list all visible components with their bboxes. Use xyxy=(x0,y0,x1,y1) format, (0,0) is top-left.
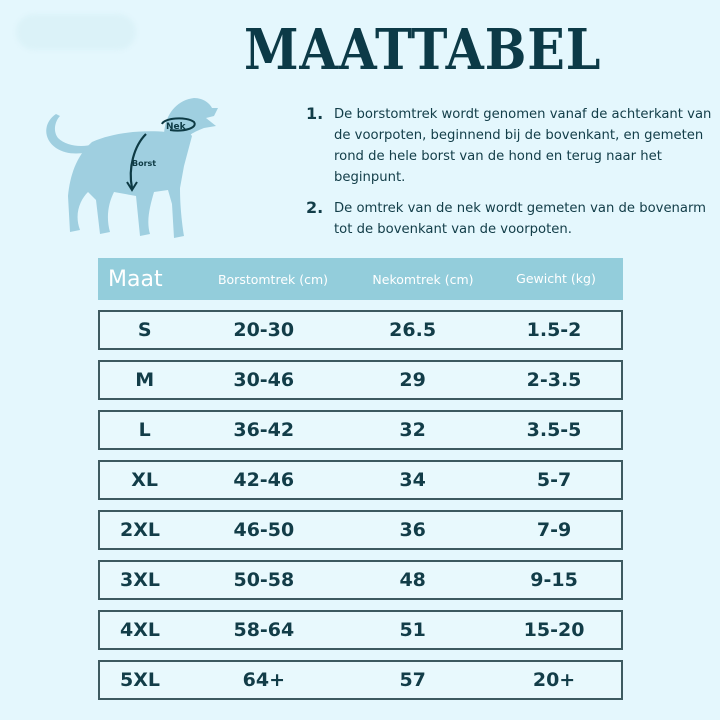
instruction-item: 2. De omtrek van de nek wordt gemeten va… xyxy=(306,198,716,240)
cell-weight: 2-3.5 xyxy=(526,369,582,391)
cell-weight: 9-15 xyxy=(530,569,578,591)
cell-size: 4XL xyxy=(120,619,160,641)
cell-chest: 64+ xyxy=(242,669,286,691)
cell-weight: 7-9 xyxy=(536,519,572,541)
header-chest: Borstomtrek (cm) xyxy=(217,271,329,287)
table-header: Maat Borstomtrek (cm) Nekomtrek (cm) Gew… xyxy=(98,258,623,300)
instruction-item: 1. De borstomtrek wordt genomen vanaf de… xyxy=(306,104,716,188)
cell-chest: 30-46 xyxy=(233,369,295,391)
cell-size: S xyxy=(137,319,152,341)
cell-chest: 36-42 xyxy=(233,419,295,441)
cell-size: L xyxy=(138,419,151,441)
cell-neck: 34 xyxy=(399,469,426,491)
instruction-number: 2. xyxy=(306,198,324,217)
cell-neck: 29 xyxy=(399,369,426,391)
cell-neck: 32 xyxy=(399,419,426,441)
cell-size: 5XL xyxy=(120,669,160,691)
header-weight: Gewicht (kg) xyxy=(516,271,596,286)
chest-arrow-icon xyxy=(129,133,147,189)
header-size: Maat xyxy=(108,266,163,292)
dog-measurement-illustration: Nek Borst xyxy=(46,98,218,238)
table-row: 3XL 50-58 48 9-15 xyxy=(98,560,623,600)
instruction-text: De borstomtrek wordt genomen vanaf de ac… xyxy=(334,107,712,185)
cell-size: 2XL xyxy=(120,519,160,541)
table-row: M 30-46 29 2-3.5 xyxy=(98,360,623,400)
cell-neck: 51 xyxy=(399,619,426,641)
cell-neck: 26.5 xyxy=(389,319,437,341)
header-neck: Nekomtrek (cm) xyxy=(372,271,474,287)
instruction-text: De omtrek van de nek wordt gemeten van d… xyxy=(334,201,707,237)
neck-label: Nek xyxy=(166,122,187,132)
instruction-number: 1. xyxy=(306,104,324,123)
cell-neck: 57 xyxy=(399,669,426,691)
cell-chest: 42-46 xyxy=(233,469,295,491)
table-row: XL 42-46 34 5-7 xyxy=(98,460,623,500)
table-row: S 20-30 26.5 1.5-2 xyxy=(98,310,623,350)
size-table: Maat Borstomtrek (cm) Nekomtrek (cm) Gew… xyxy=(98,258,623,700)
cell-size: 3XL xyxy=(120,569,160,591)
cell-weight: 3.5-5 xyxy=(526,419,582,441)
cell-size: M xyxy=(135,369,155,391)
cell-neck: 48 xyxy=(399,569,426,591)
table-row: 2XL 46-50 36 7-9 xyxy=(98,510,623,550)
cell-weight: 5-7 xyxy=(536,469,572,491)
measurement-instructions: 1. De borstomtrek wordt genomen vanaf de… xyxy=(306,104,716,250)
cell-weight: 20+ xyxy=(532,669,576,691)
chest-label: Borst xyxy=(132,159,156,168)
cell-size: XL xyxy=(131,469,159,491)
cell-chest: 58-64 xyxy=(233,619,295,641)
cell-chest: 46-50 xyxy=(233,519,295,541)
table-row: 4XL 58-64 51 15-20 xyxy=(98,610,623,650)
cell-weight: 15-20 xyxy=(523,619,585,641)
cell-chest: 20-30 xyxy=(233,319,295,341)
page-title: MAATTABEL xyxy=(244,17,602,83)
cell-weight: 1.5-2 xyxy=(526,319,582,341)
cell-chest: 50-58 xyxy=(233,569,295,591)
table-row: 5XL 64+ 57 20+ xyxy=(98,660,623,700)
blurred-logo-area xyxy=(16,14,136,50)
cell-neck: 36 xyxy=(399,519,426,541)
table-row: L 36-42 32 3.5-5 xyxy=(98,410,623,450)
neck-arrow-icon xyxy=(161,117,196,132)
